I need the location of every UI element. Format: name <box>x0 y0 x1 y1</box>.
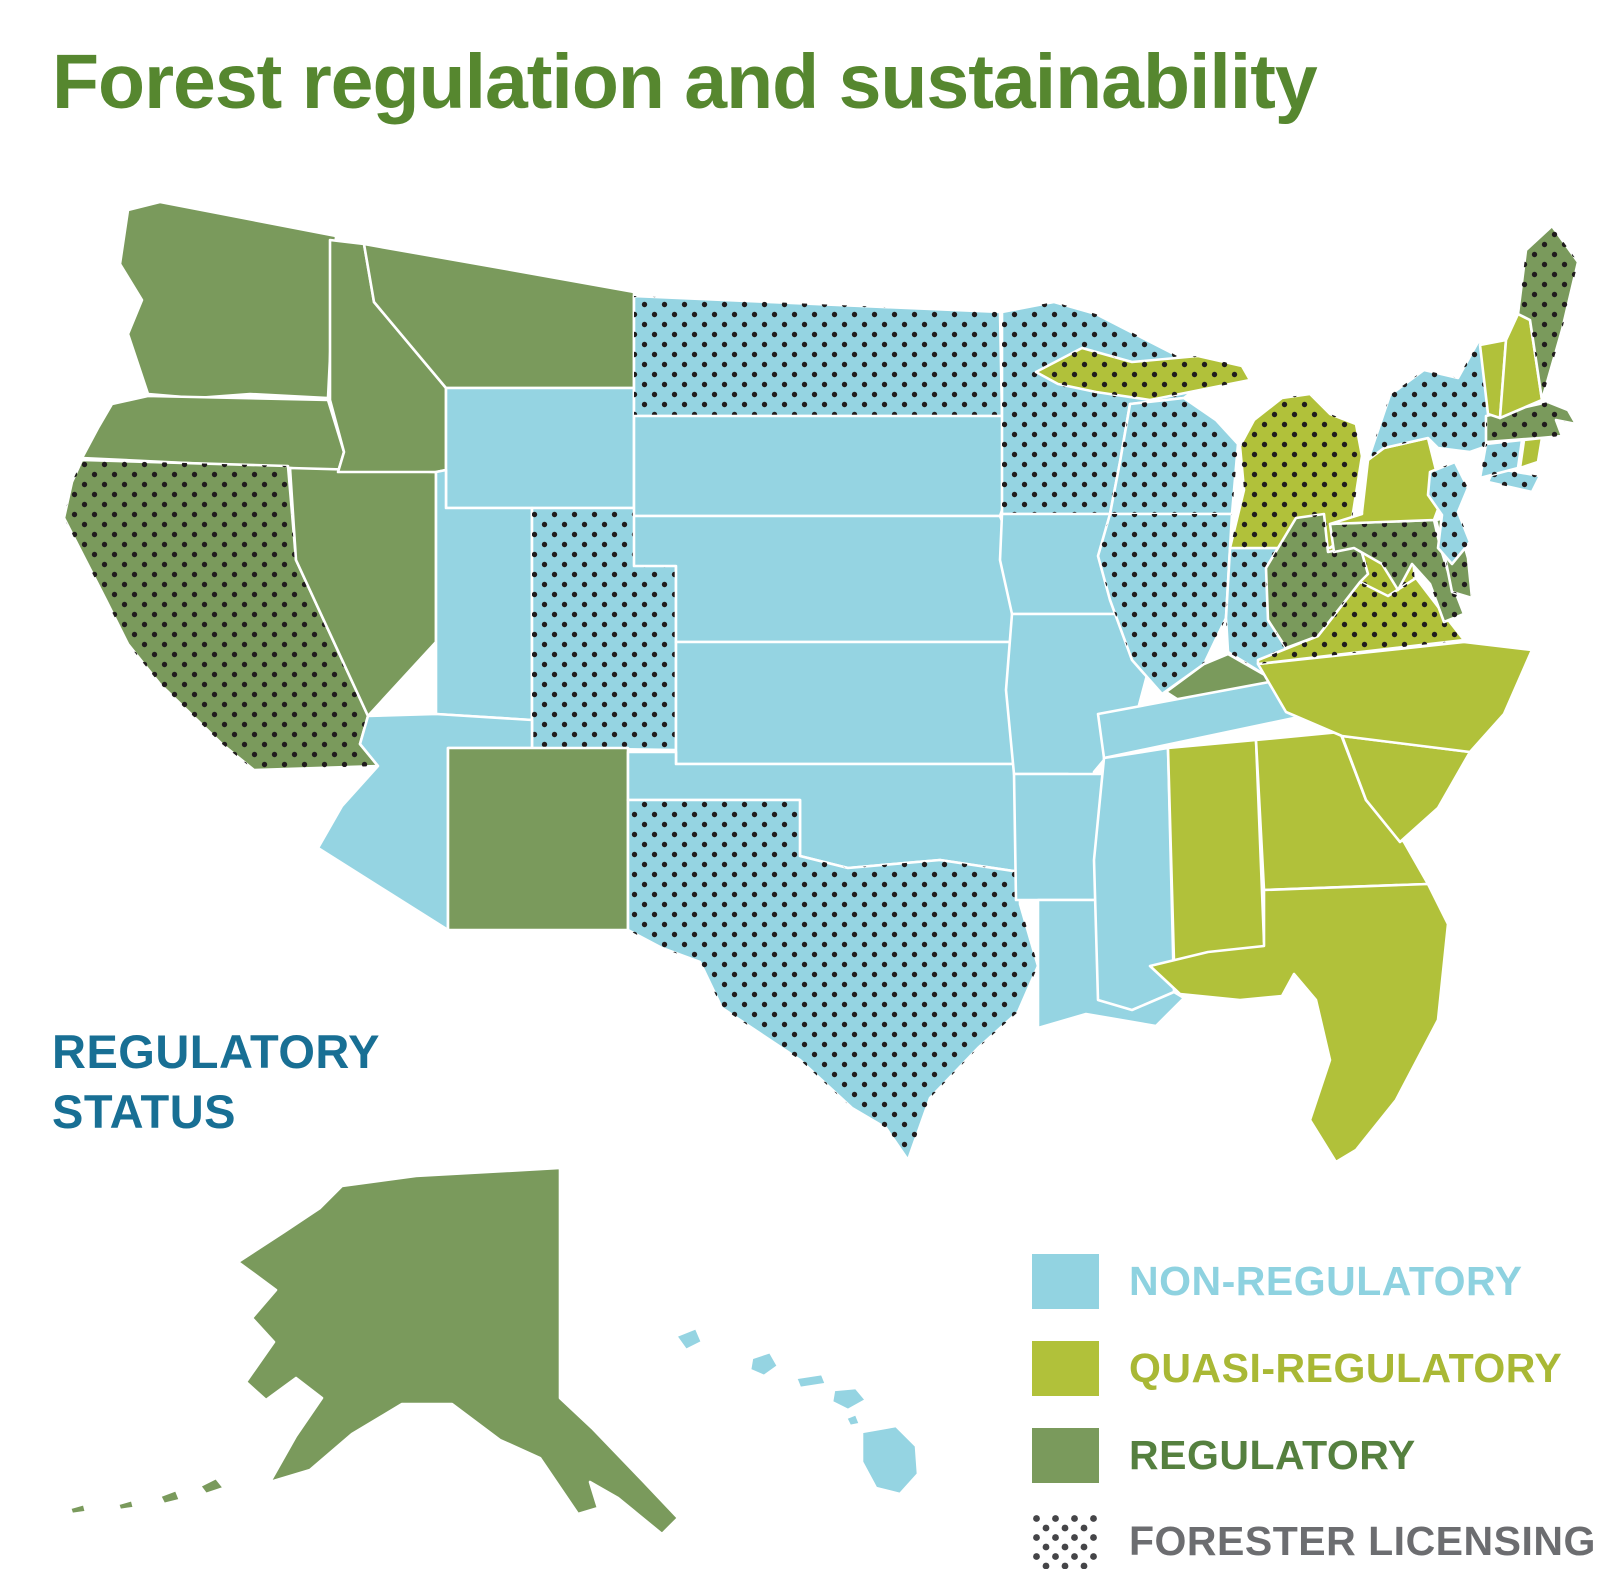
state-mi: Michigan <box>1034 346 1364 550</box>
legend-swatch-dots <box>1032 1514 1099 1569</box>
state-ri: Rhode Island <box>1518 436 1544 470</box>
state-wi: Wisconsin <box>1108 396 1240 516</box>
state-wa: Washington <box>118 200 338 400</box>
state-co: Colorado <box>530 506 678 752</box>
forester-licensing-overlay <box>1258 578 1464 664</box>
state-hi: Hawaii <box>674 1326 920 1496</box>
legend-swatch-quasi-regulatory <box>1032 1341 1099 1396</box>
forester-licensing-overlay <box>1368 342 1540 492</box>
state-wy: Wyoming <box>444 386 636 510</box>
state-me: Maine <box>1516 224 1580 402</box>
legend-swatch-regulatory <box>1032 1428 1099 1483</box>
forester-licensing-overlay <box>628 800 1038 1160</box>
legend-item-quasi-regulatory: QUASI-REGULATORY <box>1032 1341 1562 1396</box>
state-ut: Utah <box>434 468 534 722</box>
state-wv: West Virginia <box>1264 512 1370 650</box>
legend-item-regulatory: REGULATORY <box>1032 1428 1416 1483</box>
state-ct: Connecticut <box>1478 438 1524 480</box>
legend-label-non-regulatory: NON-REGULATORY <box>1129 1258 1523 1304</box>
forester-licensing-overlay <box>1266 514 1368 648</box>
state-nj: New Jersey <box>1426 460 1472 566</box>
state-ks: Kansas <box>674 640 1024 766</box>
forester-licensing-overlay <box>1002 302 1212 514</box>
state-sd: South Dakota <box>632 414 1020 518</box>
state-ne: Nebraska <box>632 514 1024 644</box>
state-tx: Texas <box>626 798 1040 1162</box>
legend-label-forester-licensing: FORESTER LICENSING <box>1129 1518 1596 1564</box>
legend-item-forester-licensing: FORESTER LICENSING <box>1032 1514 1596 1569</box>
forester-licensing-overlay <box>1098 514 1232 694</box>
forester-licensing-overlay <box>1480 440 1522 478</box>
state-fl: Florida <box>1148 882 1450 1164</box>
state-nc: North Carolina <box>1256 640 1534 754</box>
forester-licensing-overlay <box>634 296 1002 416</box>
state-ak: Alaska <box>68 1166 680 1536</box>
forester-licensing-overlay <box>64 460 378 770</box>
map-heading: REGULATORY STATUS <box>52 1025 380 1139</box>
state-mn: Minnesota <box>1000 300 1214 516</box>
forester-licensing-overlay <box>1110 398 1238 514</box>
state-il: Illinois <box>1096 512 1234 696</box>
legend-label-quasi-regulatory: QUASI-REGULATORY <box>1129 1345 1563 1391</box>
forester-licensing-overlay <box>1330 520 1464 622</box>
forester-licensing-overlay <box>1036 348 1362 548</box>
legend-swatch-non-regulatory <box>1032 1254 1099 1309</box>
forester-licensing-overlay <box>532 508 676 750</box>
state-nm: New Mexico <box>446 746 630 932</box>
state-nd: North Dakota <box>632 294 1004 418</box>
legend-item-non-regulatory: NON-REGULATORY <box>1032 1254 1522 1309</box>
legend-label-regulatory: REGULATORY <box>1129 1432 1416 1478</box>
forester-licensing-overlay <box>1428 462 1470 564</box>
page-title: Forest regulation and sustainability <box>52 39 1318 125</box>
forester-licensing-overlay <box>1518 226 1578 400</box>
